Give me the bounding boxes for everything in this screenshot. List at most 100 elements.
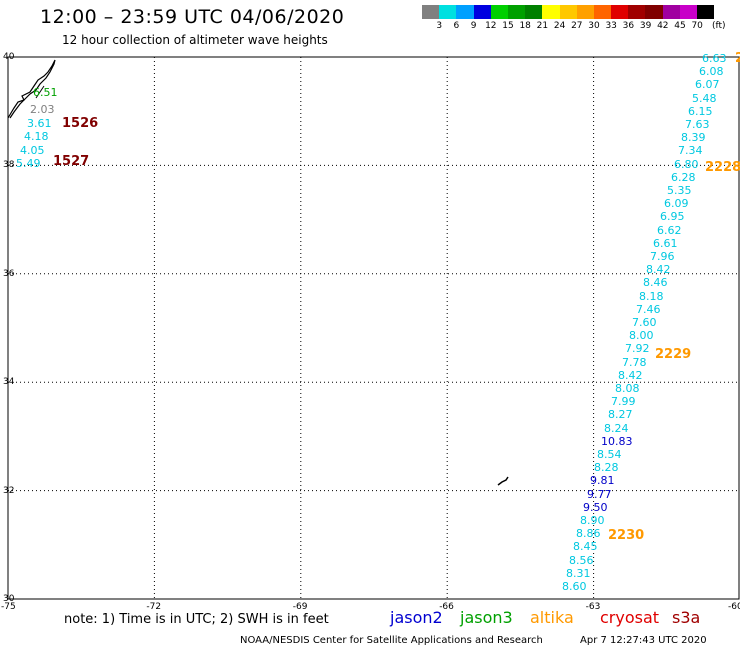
- wave-height-label: 9.77: [587, 488, 612, 501]
- wave-height-label: 2.03: [30, 103, 55, 116]
- legend-swatch: [422, 5, 440, 19]
- legend-swatch: [679, 5, 697, 19]
- legend-tick-label: 45: [674, 21, 686, 31]
- wave-height-label: 8.18: [639, 290, 664, 303]
- wave-height-label: 6.15: [688, 105, 713, 118]
- footer-note: note: 1) Time is in UTC; 2) SWH is in fe…: [64, 612, 329, 627]
- credit-text: NOAA/NESDIS Center for Satellite Applica…: [240, 635, 543, 646]
- legend-swatch: [559, 5, 577, 19]
- satellite-name-s3a: s3a: [672, 608, 701, 627]
- longitude-label: -63: [585, 602, 601, 612]
- legend-swatch: [576, 5, 594, 19]
- pass-time-label: 2: [735, 51, 740, 66]
- legend-swatch: [507, 5, 526, 19]
- legend-unit-label: (ft): [712, 21, 726, 31]
- legend-swatch: [662, 5, 680, 19]
- wave-height-label: 8.54: [597, 448, 622, 461]
- latitude-label: 38: [3, 160, 15, 171]
- wave-height-label: 7.99: [611, 395, 636, 408]
- bermuda-island: [497, 476, 509, 486]
- legend-tick-label: 33: [605, 21, 617, 31]
- legend-swatch: [697, 5, 715, 19]
- legend-swatch: [611, 5, 629, 19]
- wave-height-label: 4.18: [24, 130, 49, 143]
- legend-tick-label: 3: [436, 21, 443, 31]
- legend-swatch: [473, 5, 491, 19]
- wave-height-label: 9.50: [583, 501, 608, 514]
- wave-height-label: 5.35: [667, 184, 692, 197]
- latitude-label: 30: [3, 594, 15, 604]
- pass-time-label: 2229: [655, 347, 692, 362]
- legend-swatch: [490, 5, 508, 19]
- legend-swatch: [645, 5, 663, 19]
- satellite-name-jason2: jason2: [390, 608, 443, 627]
- legend-tick-label: 39: [639, 21, 652, 31]
- wave-height-label: 6.08: [699, 65, 724, 78]
- wave-height-label: 8.86: [576, 527, 601, 540]
- legend-swatch: [525, 5, 543, 19]
- legend-tick-label: 6: [453, 21, 460, 31]
- wave-height-label: 8.27: [608, 408, 633, 421]
- wave-height-label: 8.08: [615, 382, 640, 395]
- wave-height-label: 8.90: [580, 514, 605, 527]
- wave-height-label: 7.78: [622, 356, 647, 369]
- legend-tick-label: 70: [691, 21, 703, 31]
- legend-tick-label: 15: [502, 21, 514, 31]
- latitude-label: 36: [3, 268, 15, 279]
- wave-height-label: 10.83: [601, 435, 633, 448]
- legend-tick-label: 30: [588, 21, 600, 31]
- wave-height-label: 8.45: [573, 540, 598, 553]
- wave-height-label: 7.63: [685, 118, 710, 131]
- legend-swatch: [542, 5, 560, 19]
- color-legend: [422, 5, 715, 19]
- wave-height-label: 8.56: [569, 554, 594, 567]
- wave-height-label: 7.92: [625, 342, 650, 355]
- wave-height-label: 6.09: [664, 197, 689, 210]
- legend-tick-label: 9: [470, 21, 477, 31]
- wave-height-label: 5.49: [16, 157, 41, 170]
- coastline: [35, 85, 45, 99]
- wave-height-label: 6.80: [674, 158, 699, 171]
- wave-height-label: 6.51: [33, 86, 58, 99]
- wave-height-label: 7.34: [678, 144, 703, 157]
- latitude-label: 40: [3, 52, 15, 62]
- wave-height-label: 3.61: [27, 117, 52, 130]
- pass-time-label: 2228: [705, 160, 740, 175]
- legend-tick-label: 36: [622, 21, 635, 31]
- wave-height-label: 4.05: [20, 144, 45, 157]
- wave-height-label: 7.96: [650, 250, 675, 263]
- satellite-name-cryosat: cryosat: [600, 608, 660, 627]
- generated-timestamp: Apr 7 12:27:43 UTC 2020: [580, 635, 707, 646]
- wave-height-label: 6.95: [660, 210, 685, 223]
- wave-height-label: 6.63: [702, 52, 727, 65]
- pass-time-label: 1527: [53, 154, 90, 169]
- wave-height-label: 8.60: [562, 580, 587, 593]
- wave-height-label: 6.28: [671, 171, 696, 184]
- legend-tick-label: 27: [571, 21, 583, 31]
- latitude-label: 32: [3, 485, 15, 496]
- longitude-label: -69: [292, 602, 308, 612]
- wave-height-label: 8.24: [604, 422, 629, 435]
- coastline: [7, 59, 56, 119]
- longitude-label: -60: [728, 602, 740, 612]
- legend-tick-label: 24: [553, 21, 566, 31]
- legend-swatch: [593, 5, 612, 19]
- wave-height-label: 6.61: [653, 237, 678, 250]
- wave-height-label: 8.39: [681, 131, 706, 144]
- satellite-name-altika: altika: [530, 608, 574, 627]
- longitude-label: -75: [1, 602, 16, 612]
- pass-time-label: 1526: [62, 116, 99, 131]
- legend-swatch: [628, 5, 646, 19]
- latitude-label: 34: [3, 377, 15, 388]
- wave-height-label: 8.00: [629, 329, 654, 342]
- pass-time-label: 2230: [608, 528, 645, 543]
- legend-tick-label: 12: [485, 21, 497, 31]
- wave-height-label: 8.46: [643, 276, 668, 289]
- satellite-name-jason3: jason3: [460, 608, 513, 627]
- wave-height-label: 8.31: [566, 567, 591, 580]
- longitude-label: -66: [439, 602, 454, 612]
- wave-height-label: 8.42: [646, 263, 671, 276]
- page-title: 12:00 – 23:59 UTC 04/06/2020: [40, 6, 345, 28]
- page-subtitle: 12 hour collection of altimeter wave hei…: [62, 33, 328, 47]
